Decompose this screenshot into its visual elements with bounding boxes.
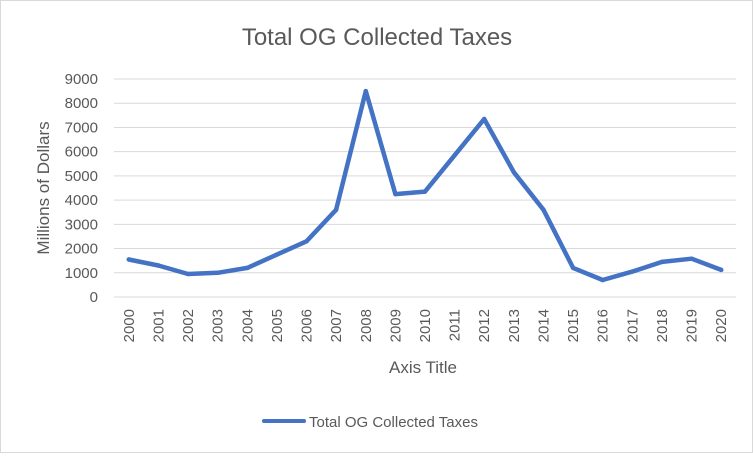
legend: Total OG Collected Taxes (262, 414, 478, 431)
series-line (126, 88, 724, 283)
data-point (422, 189, 428, 194)
x-axis-title: Axis Title (389, 358, 457, 377)
y-tick-label: 5000 (65, 168, 98, 185)
x-tick-label: 2015 (565, 309, 582, 342)
x-tick-label: 2014 (535, 309, 552, 342)
x-tick-label: 2002 (180, 309, 197, 342)
data-point (482, 116, 487, 122)
data-point (185, 271, 191, 277)
x-tick-label: 2007 (328, 309, 345, 342)
data-point (304, 239, 309, 244)
data-point (718, 267, 724, 273)
x-tick-label: 2003 (210, 309, 227, 342)
x-tick-label: 2017 (624, 309, 641, 342)
x-axis-ticks: 2000 2001 2002 2003 2004 2005 2006 2007 2008 2009… (121, 309, 730, 342)
x-tick-label: 2013 (506, 309, 523, 342)
data-point (541, 207, 546, 212)
y-axis-ticks: 0 1000 2000 3000 4000 5000 6000 7000 8000 9000 (65, 71, 98, 306)
y-tick-label: 7000 (65, 119, 98, 136)
data-point (689, 256, 694, 261)
x-tick-label: 2019 (684, 309, 701, 342)
chart-title: Total OG Collected Taxes (242, 24, 512, 51)
data-point (600, 277, 605, 283)
data-point (452, 153, 457, 158)
gridlines (114, 78, 736, 298)
y-tick-label: 8000 (65, 95, 98, 112)
data-point (659, 259, 665, 265)
x-tick-label: 2012 (476, 309, 493, 342)
y-tick-label: 4000 (65, 192, 98, 209)
data-point (333, 207, 339, 212)
data-point (630, 269, 635, 274)
data-point (570, 265, 576, 271)
x-tick-label: 2016 (595, 309, 612, 342)
y-tick-label: 9000 (65, 71, 98, 88)
x-tick-label: 2018 (654, 309, 671, 342)
series-layer (126, 88, 724, 283)
data-point (245, 265, 250, 271)
y-tick-label: 0 (90, 289, 98, 306)
x-tick-label: 2011 (447, 309, 464, 341)
y-tick-label: 1000 (65, 265, 98, 282)
y-axis-title: Millions of Dollars (34, 121, 53, 254)
x-tick-label: 2009 (387, 309, 404, 342)
data-point (274, 252, 280, 257)
data-point (156, 263, 161, 268)
x-tick-label: 2001 (150, 309, 167, 342)
y-tick-label: 3000 (65, 216, 98, 233)
legend-label: Total OG Collected Taxes (309, 414, 478, 431)
x-tick-label: 2004 (239, 309, 256, 342)
data-point (511, 170, 517, 175)
data-point (393, 191, 398, 197)
y-tick-label: 2000 (65, 241, 98, 258)
data-point (363, 88, 368, 94)
x-tick-label: 2000 (121, 309, 138, 342)
data-point (215, 270, 220, 275)
x-tick-label: 2006 (299, 309, 316, 342)
x-tick-label: 2010 (417, 309, 434, 342)
x-tick-label: 2005 (269, 309, 286, 342)
y-tick-label: 6000 (65, 144, 98, 161)
x-tick-label: 2008 (358, 309, 375, 342)
data-point (126, 257, 132, 262)
x-tick-label: 2020 (713, 309, 730, 342)
